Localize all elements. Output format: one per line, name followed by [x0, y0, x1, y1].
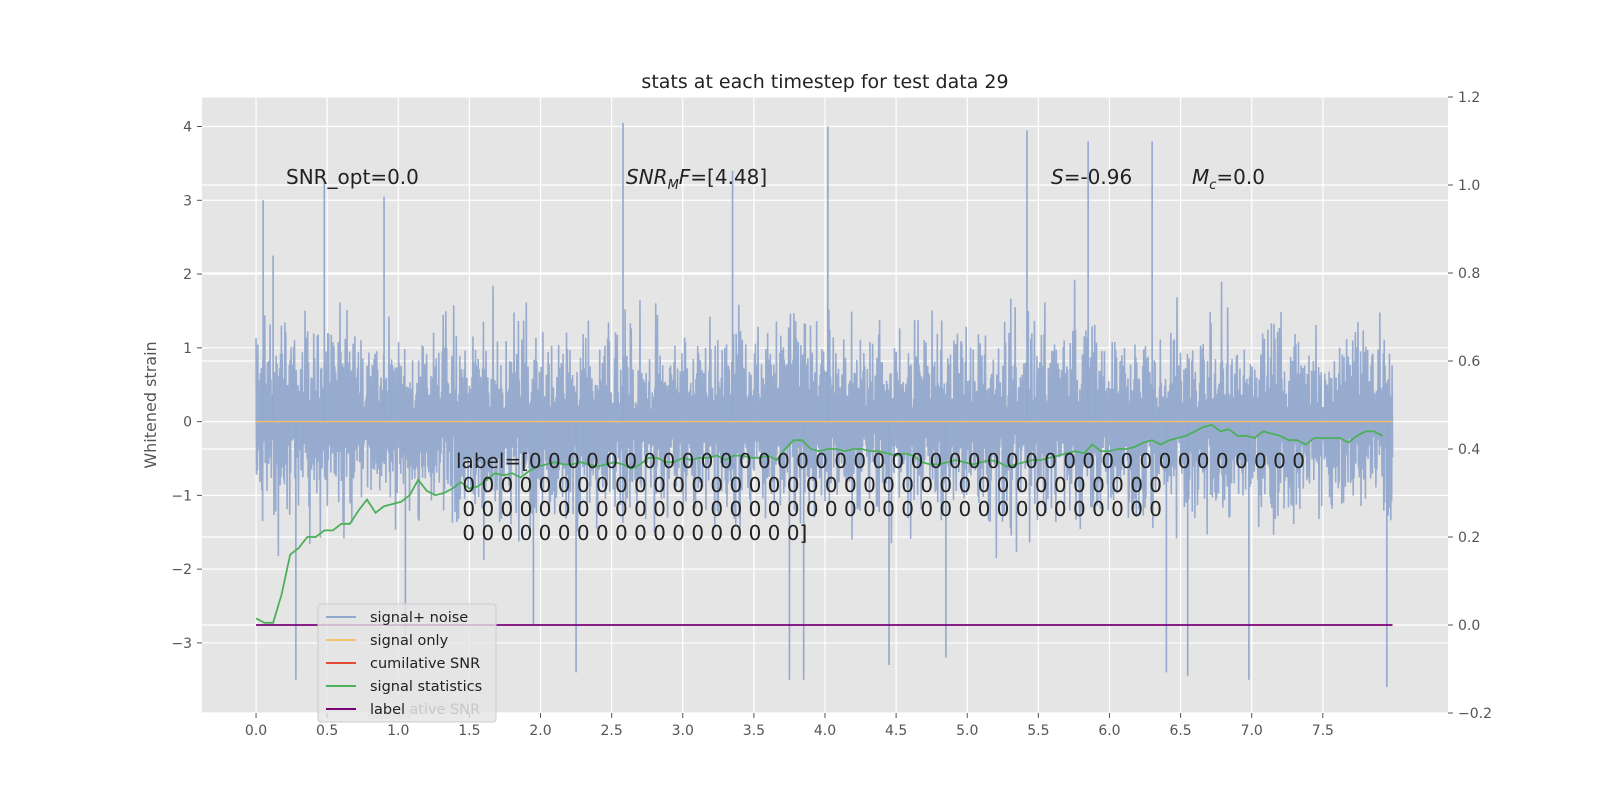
y2-tick-label: 1.0 [1458, 178, 1480, 194]
label-line-1: label=[0 0 0 0 0 0 0 0 0 0 0 0 0 0 0 0 0… [456, 449, 1305, 473]
label-line-3: 0 0 0 0 0 0 0 0 0 0 0 0 0 0 0 0 0 0 0 0 … [456, 497, 1162, 521]
x-tick-label: 2.5 [601, 723, 623, 739]
y-tick-label: 4 [183, 120, 192, 136]
x-tick-label: 4.5 [885, 723, 907, 739]
legend-label-label: label [370, 702, 405, 718]
s-symbol: S [1051, 165, 1064, 189]
signal-plus-noise-line [255, 279, 1394, 560]
x-tick-label: 2.0 [529, 723, 551, 739]
legend-label-cumulative-snr: cumilative SNR [370, 656, 480, 672]
y2-tick-label: −0.2 [1458, 706, 1492, 722]
y-tick-label: 0 [183, 415, 192, 431]
snr-mf-letter: F [679, 165, 691, 189]
y-tick-label: −2 [171, 562, 192, 578]
y-tick-label: −3 [171, 636, 192, 652]
snr-mf-annotation: SNRMF=[4.48] [626, 165, 767, 193]
x-axis: 0.0 0.5 1.0 1.5 2.0 2.5 3.0 3.5 4.0 4.5 5.0 5.5 6.0 6… [245, 713, 1334, 739]
mc-value: =0.0 [1216, 165, 1265, 189]
x-tick-label: 4.0 [814, 723, 836, 739]
y-tick-label: 3 [183, 193, 192, 209]
snr-mf-value: =[4.48] [690, 165, 767, 189]
x-tick-label: 0.5 [316, 723, 338, 739]
mc-annotation: Mc=0.0 [1192, 165, 1265, 193]
x-tick-label: 3.0 [672, 723, 694, 739]
s-annotation: S=-0.96 [1051, 165, 1132, 189]
legend-label-signal-only: signal only [370, 633, 449, 649]
label-annotation: label=[0 0 0 0 0 0 0 0 0 0 0 0 0 0 0 0 0… [456, 449, 1305, 545]
y2-tick-label: 0.2 [1458, 530, 1480, 546]
y2-tick-label: 1.2 [1458, 90, 1480, 106]
label-line-4: 0 0 0 0 0 0 0 0 0 0 0 0 0 0 0 0 0 0] [456, 521, 807, 545]
x-tick-label: 6.0 [1098, 723, 1120, 739]
y2-tick-label: 0.0 [1458, 618, 1480, 634]
mc-symbol: M [1192, 165, 1209, 189]
legend-label-signal-statistics: signal statistics [370, 679, 482, 695]
series-line-signal-statistics [255, 423, 1383, 624]
x-tick-label: 1.5 [458, 723, 480, 739]
chart-title: stats at each timestep for test data 29 [641, 71, 1008, 93]
snr-opt-annotation: SNR_opt=0.0 [286, 165, 419, 189]
x-tick-label: 3.5 [743, 723, 765, 739]
y-axis-label: Whitened strain [141, 341, 160, 468]
label-line-2: 0 0 0 0 0 0 0 0 0 0 0 0 0 0 0 0 0 0 0 0 … [456, 473, 1162, 497]
mc-subscript: c [1209, 178, 1216, 193]
legend-ghost-mask [368, 697, 410, 719]
s-value: =-0.96 [1064, 165, 1133, 189]
y-tick-label: 1 [183, 341, 192, 357]
y2-tick-label: 0.8 [1458, 266, 1480, 282]
y-tick-label: −1 [171, 488, 192, 504]
x-tick-label: 5.0 [956, 723, 978, 739]
x-tick-label: 7.5 [1312, 723, 1334, 739]
x-tick-label: 5.5 [1027, 723, 1049, 739]
y2-tick-label: 0.4 [1458, 442, 1480, 458]
snr-mf-subscript: M [668, 178, 679, 193]
x-tick-label: 0.0 [245, 723, 267, 739]
x-tick-label: 6.5 [1169, 723, 1191, 739]
snr-mf-symbol: SNR [626, 165, 668, 189]
y-axis-left: −3 −2 −1 0 1 2 3 4 [171, 120, 202, 652]
x-tick-label: 1.0 [387, 723, 409, 739]
y-axis-right: −0.2 0.0 0.2 0.4 0.6 0.8 1.0 1.2 [1448, 90, 1492, 722]
legend-label-signal-noise: signal+ noise [370, 610, 468, 626]
y-tick-label: 2 [183, 267, 192, 283]
signal-plus-noise-series [255, 122, 1394, 688]
legend: cumilative SNR signal+ noise signal only… [317, 603, 497, 723]
legend-box [317, 603, 497, 723]
x-tick-label: 7.0 [1241, 723, 1263, 739]
y2-tick-label: 0.6 [1458, 354, 1480, 370]
